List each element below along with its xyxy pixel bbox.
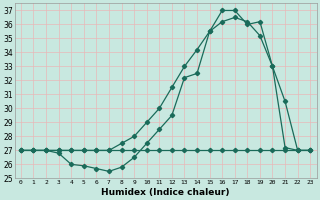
X-axis label: Humidex (Indice chaleur): Humidex (Indice chaleur) (101, 188, 230, 197)
